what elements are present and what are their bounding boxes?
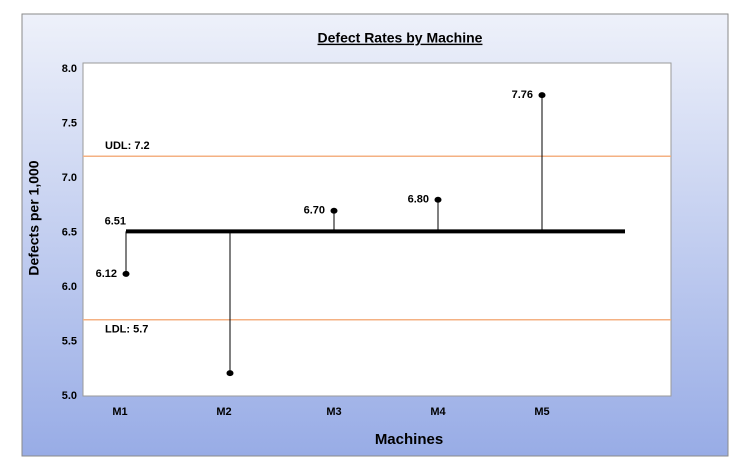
y-tick-label: 7.0 [62, 172, 77, 184]
limit-label: UDL: 7.2 [105, 140, 150, 152]
y-tick-label: 8.0 [62, 63, 77, 75]
y-tick-label: 5.0 [62, 390, 77, 402]
data-point [434, 196, 442, 203]
y-tick-label: 5.5 [62, 335, 77, 347]
data-point [538, 92, 546, 99]
x-tick-label: M4 [430, 406, 446, 418]
data-label: 6.12 [96, 268, 117, 280]
limit-label: LDL: 5.7 [105, 324, 148, 336]
data-label: 6.70 [304, 205, 325, 217]
chart-title: Defect Rates by Machine [318, 30, 483, 46]
data-point [330, 207, 338, 214]
y-tick-label: 7.5 [62, 117, 77, 129]
x-tick-label: M5 [534, 406, 549, 418]
y-tick-label: 6.5 [62, 226, 77, 238]
data-point [122, 270, 130, 277]
y-tick-label: 6.0 [62, 281, 77, 293]
y-axis-label: Defects per 1,000 [26, 160, 42, 275]
x-axis-label: Machines [375, 431, 443, 448]
center-label: 6.51 [105, 215, 126, 227]
data-label: 7.76 [512, 89, 533, 101]
x-tick-label: M1 [112, 406, 127, 418]
x-tick-label: M2 [216, 406, 231, 418]
x-tick-label: M3 [326, 406, 341, 418]
data-point [226, 370, 234, 377]
data-label: 6.80 [408, 194, 429, 206]
